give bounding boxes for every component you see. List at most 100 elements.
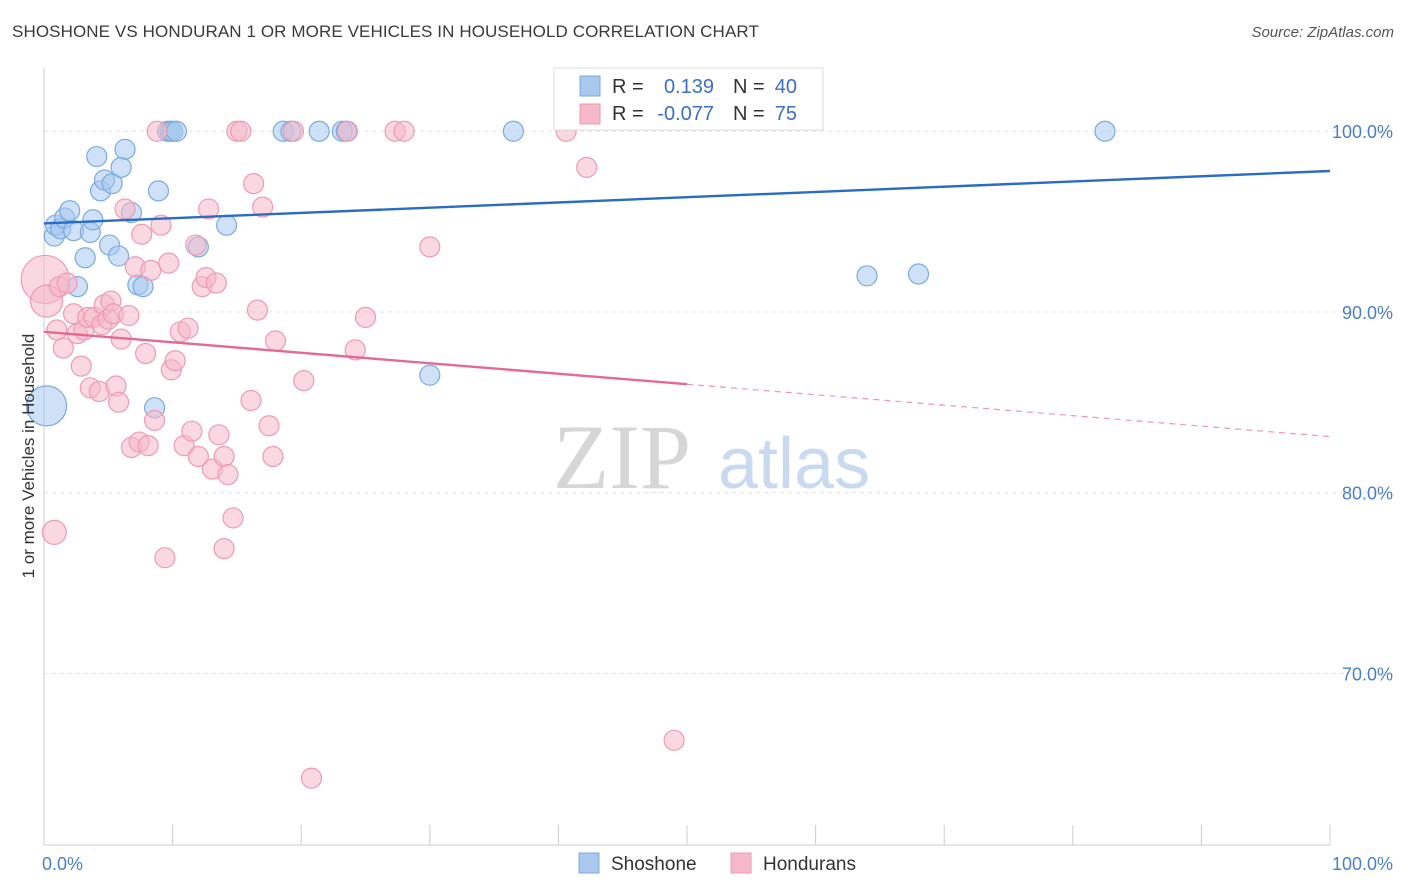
watermark-zip: ZIP — [553, 406, 691, 508]
data-point — [70, 355, 92, 377]
series-shoshone — [25, 120, 1116, 427]
legend-label-hondurans: Hondurans — [763, 854, 856, 875]
data-point — [258, 415, 280, 437]
data-point — [354, 306, 377, 328]
data-point — [264, 330, 287, 352]
data-point — [165, 120, 188, 142]
data-point — [46, 319, 68, 341]
grid-lines — [44, 130, 1394, 674]
legend-r-value: 0.139 — [664, 76, 714, 98]
data-point — [216, 214, 238, 236]
data-point — [246, 299, 269, 321]
data-point — [118, 304, 140, 327]
data-point — [107, 391, 130, 413]
data-point — [114, 138, 136, 160]
data-point — [146, 120, 168, 142]
chart-title: SHOSHONE VS HONDURAN 1 OR MORE VEHICLES … — [12, 22, 759, 41]
data-point — [198, 198, 220, 220]
legend-n-label: N = — [733, 103, 765, 125]
legend-swatch-shoshone — [579, 75, 601, 97]
data-point — [101, 173, 123, 195]
x-tick-label: 0.0% — [42, 854, 83, 874]
data-point — [147, 180, 170, 202]
data-point — [419, 364, 441, 386]
data-point — [177, 317, 199, 339]
y-axis-label: 1 or more Vehicles in Household — [19, 334, 38, 579]
data-point — [663, 729, 685, 751]
legend-r-value: -0.077 — [657, 103, 714, 125]
data-point — [134, 342, 157, 365]
trend-lines — [43, 169, 1331, 438]
stats-legend: R = 0.139 N = 40 R = -0.077 N = 75 — [553, 67, 824, 131]
watermark-atlas: atlas — [718, 424, 870, 504]
data-point — [41, 519, 67, 545]
watermark: ZIP atlas — [553, 406, 870, 508]
tick-labels: 100.0% 90.0% 80.0% 70.0% 0.0% 100.0% — [42, 122, 1393, 874]
data-point — [240, 389, 262, 412]
data-point — [150, 214, 172, 236]
scatter-points — [20, 120, 1116, 789]
y-tick-label: 70.0% — [1342, 664, 1393, 684]
data-point — [856, 265, 878, 287]
data-point — [205, 272, 227, 294]
data-point — [74, 247, 96, 269]
data-point — [187, 445, 209, 468]
data-point — [164, 350, 186, 372]
data-point — [213, 445, 235, 468]
data-point — [222, 507, 244, 529]
data-point — [86, 145, 108, 168]
data-point — [185, 234, 207, 256]
legend-label-shoshone: Shoshone — [611, 854, 697, 875]
axes — [43, 68, 1331, 846]
legend-swatch-hondurans — [579, 103, 601, 125]
legend-r-label: R = — [612, 103, 644, 125]
y-tick-label: 80.0% — [1342, 484, 1393, 504]
data-point — [82, 209, 104, 231]
data-point — [158, 252, 180, 274]
data-point — [110, 156, 132, 178]
trend-line-shoshone — [43, 169, 1331, 225]
data-point — [137, 435, 159, 457]
series-legend: Shoshone Hondurans — [578, 852, 856, 875]
data-point — [181, 420, 203, 442]
data-point — [213, 538, 235, 560]
data-point — [114, 198, 136, 220]
legend-swatch-hondurans — [730, 852, 752, 874]
data-point — [230, 120, 252, 142]
data-point — [344, 339, 366, 361]
legend-r-label: R = — [612, 76, 644, 98]
data-point — [336, 120, 359, 142]
data-point — [308, 120, 330, 142]
data-point — [576, 156, 598, 178]
y-tick-label: 90.0% — [1342, 303, 1393, 323]
data-point — [907, 263, 930, 285]
data-point — [131, 223, 153, 245]
x-tick-label: 100.0% — [1332, 854, 1393, 874]
data-point — [52, 337, 74, 359]
data-point — [107, 245, 130, 267]
data-point — [282, 120, 305, 142]
data-point — [217, 463, 239, 486]
series-hondurans — [20, 120, 685, 789]
data-point — [300, 767, 323, 789]
data-point — [293, 370, 315, 392]
data-point — [208, 424, 230, 446]
y-tick-label: 100.0% — [1332, 122, 1393, 142]
data-point — [1094, 120, 1116, 142]
legend-n-label: N = — [733, 76, 765, 98]
legend-n-value: 40 — [775, 76, 797, 98]
data-point — [59, 200, 81, 222]
data-point — [262, 445, 284, 468]
data-point — [25, 385, 68, 427]
data-point — [419, 236, 441, 258]
data-point — [56, 272, 78, 294]
data-point — [140, 259, 162, 281]
trend-line-extension-hondurans — [686, 383, 1331, 438]
legend-swatch-shoshone — [578, 852, 600, 874]
source-credit: Source: ZipAtlas.com — [1251, 24, 1394, 41]
data-point — [252, 196, 274, 218]
trend-line-hondurans — [43, 330, 688, 386]
data-point — [393, 120, 415, 142]
data-point — [143, 409, 166, 431]
